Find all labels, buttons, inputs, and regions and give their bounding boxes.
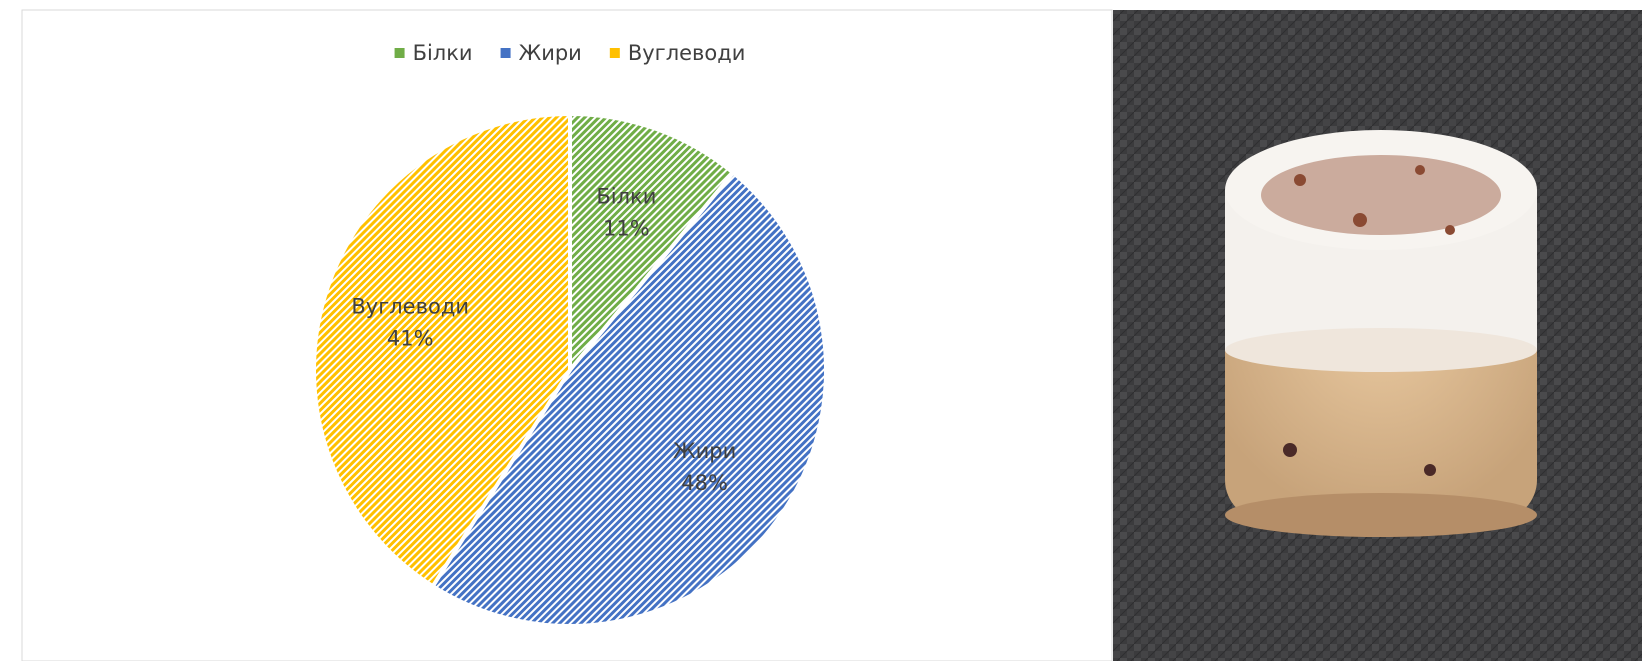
slice-value: 11% bbox=[603, 216, 650, 240]
legend-marker bbox=[610, 48, 620, 58]
legend-marker bbox=[501, 48, 511, 58]
legend: Білки Жири Вуглеводи bbox=[395, 41, 746, 65]
slice-value: 48% bbox=[681, 471, 728, 495]
slice-category: Вуглеводи bbox=[351, 295, 469, 319]
page: Білки 11% Жири 48% Вуглеводи 41% Білки Жири Вугл… bbox=[0, 0, 1642, 661]
legend-marker bbox=[395, 48, 405, 58]
slice-value: 41% bbox=[387, 327, 434, 351]
legend-label: Вуглеводи bbox=[628, 41, 746, 65]
photo bbox=[1113, 10, 1642, 661]
legend-label: Білки bbox=[413, 41, 473, 65]
legend-label: Жири bbox=[519, 41, 582, 65]
slice-category: Жири bbox=[673, 439, 736, 463]
chart: Білки 11% Жири 48% Вуглеводи 41% Білки Жири Вугл… bbox=[0, 0, 1642, 661]
slice-category: Білки bbox=[596, 184, 656, 208]
